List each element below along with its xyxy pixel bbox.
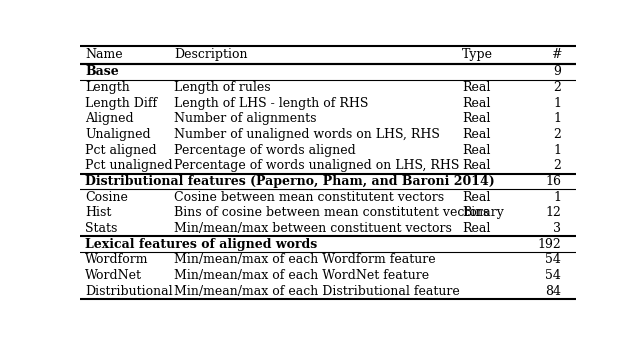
- Text: 54: 54: [545, 269, 561, 282]
- Text: Length of LHS - length of RHS: Length of LHS - length of RHS: [174, 97, 369, 109]
- Text: 192: 192: [538, 238, 561, 251]
- Text: Length of rules: Length of rules: [174, 81, 271, 94]
- Text: Real: Real: [462, 159, 490, 172]
- Text: Distributional features (Paperno, Pham, and Baroni 2014): Distributional features (Paperno, Pham, …: [85, 175, 495, 188]
- Text: 12: 12: [545, 206, 561, 219]
- Text: Lexical features of aligned words: Lexical features of aligned words: [85, 238, 317, 251]
- Text: Length Diff: Length Diff: [85, 97, 157, 109]
- Text: Stats: Stats: [85, 222, 117, 235]
- Text: 1: 1: [553, 191, 561, 204]
- Text: Min/mean/max of each Wordform feature: Min/mean/max of each Wordform feature: [174, 254, 436, 266]
- Text: Wordform: Wordform: [85, 254, 148, 266]
- Text: 1: 1: [553, 144, 561, 157]
- Text: 2: 2: [553, 128, 561, 141]
- Text: 16: 16: [545, 175, 561, 188]
- Text: Percentage of words aligned: Percentage of words aligned: [174, 144, 356, 157]
- Text: Length: Length: [85, 81, 130, 94]
- Text: Min/mean/max of each Distributional feature: Min/mean/max of each Distributional feat…: [174, 285, 460, 298]
- Text: 2: 2: [553, 159, 561, 172]
- Text: Real: Real: [462, 112, 490, 125]
- Text: Real: Real: [462, 97, 490, 109]
- Text: Real: Real: [462, 81, 490, 94]
- Text: Pct aligned: Pct aligned: [85, 144, 157, 157]
- Text: Min/mean/max of each WordNet feature: Min/mean/max of each WordNet feature: [174, 269, 429, 282]
- Text: Name: Name: [85, 48, 123, 61]
- Text: Aligned: Aligned: [85, 112, 134, 125]
- Text: Real: Real: [462, 191, 490, 204]
- Text: Hist: Hist: [85, 206, 111, 219]
- Text: Percentage of words unaligned on LHS, RHS: Percentage of words unaligned on LHS, RH…: [174, 159, 460, 172]
- Text: Description: Description: [174, 48, 248, 61]
- Text: Real: Real: [462, 128, 490, 141]
- Text: Binary: Binary: [462, 206, 504, 219]
- Text: Real: Real: [462, 222, 490, 235]
- Text: 9: 9: [553, 65, 561, 78]
- Text: Bins of cosine between mean constitutent vectors: Bins of cosine between mean constitutent…: [174, 206, 490, 219]
- Text: Unaligned: Unaligned: [85, 128, 150, 141]
- Text: Min/mean/max between constituent vectors: Min/mean/max between constituent vectors: [174, 222, 452, 235]
- Text: 1: 1: [553, 112, 561, 125]
- Text: 1: 1: [553, 97, 561, 109]
- Text: Cosine: Cosine: [85, 191, 128, 204]
- Text: Number of alignments: Number of alignments: [174, 112, 317, 125]
- Text: Cosine between mean constitutent vectors: Cosine between mean constitutent vectors: [174, 191, 444, 204]
- Text: 2: 2: [553, 81, 561, 94]
- Text: Pct unaligned: Pct unaligned: [85, 159, 173, 172]
- Text: 84: 84: [545, 285, 561, 298]
- Text: Real: Real: [462, 144, 490, 157]
- Text: #: #: [550, 48, 561, 61]
- Text: Type: Type: [462, 48, 493, 61]
- Text: 54: 54: [545, 254, 561, 266]
- Text: Base: Base: [85, 65, 118, 78]
- Text: Distributional: Distributional: [85, 285, 173, 298]
- Text: WordNet: WordNet: [85, 269, 142, 282]
- Text: 3: 3: [553, 222, 561, 235]
- Text: Number of unaligned words on LHS, RHS: Number of unaligned words on LHS, RHS: [174, 128, 440, 141]
